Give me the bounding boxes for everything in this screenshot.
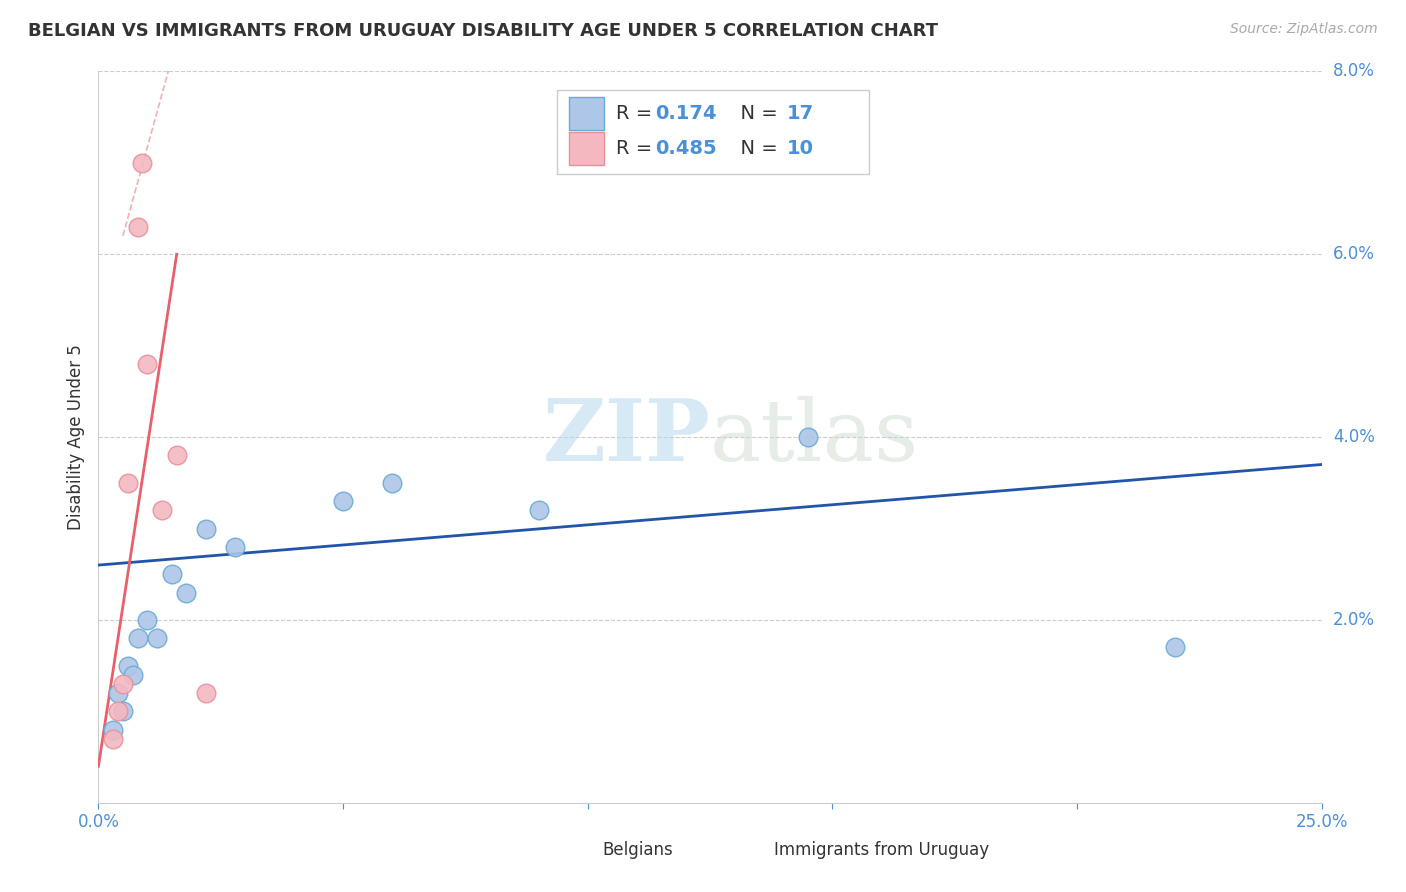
Text: 17: 17 bbox=[787, 103, 814, 122]
FancyBboxPatch shape bbox=[734, 838, 765, 863]
Point bbox=[332, 494, 354, 508]
Text: R =: R = bbox=[616, 138, 658, 158]
Point bbox=[127, 219, 149, 234]
Text: R =: R = bbox=[616, 103, 658, 122]
Point bbox=[101, 731, 124, 746]
Point bbox=[111, 705, 134, 719]
Text: N =: N = bbox=[728, 138, 785, 158]
Point bbox=[107, 686, 129, 700]
Point bbox=[136, 357, 159, 371]
Text: N =: N = bbox=[728, 103, 785, 122]
Point bbox=[176, 585, 198, 599]
Point bbox=[381, 475, 404, 490]
Text: 8.0%: 8.0% bbox=[1333, 62, 1375, 80]
Text: 10: 10 bbox=[787, 138, 814, 158]
Text: 6.0%: 6.0% bbox=[1333, 245, 1375, 263]
Point bbox=[166, 449, 188, 463]
Text: ZIP: ZIP bbox=[543, 395, 710, 479]
Text: 4.0%: 4.0% bbox=[1333, 428, 1375, 446]
Point bbox=[146, 632, 169, 646]
Y-axis label: Disability Age Under 5: Disability Age Under 5 bbox=[66, 344, 84, 530]
Point bbox=[160, 567, 183, 582]
Point bbox=[527, 503, 550, 517]
Text: 2.0%: 2.0% bbox=[1333, 611, 1375, 629]
FancyBboxPatch shape bbox=[564, 838, 593, 863]
Point bbox=[101, 723, 124, 737]
Text: Source: ZipAtlas.com: Source: ZipAtlas.com bbox=[1230, 22, 1378, 37]
Text: atlas: atlas bbox=[710, 395, 920, 479]
Point bbox=[107, 705, 129, 719]
Point bbox=[1164, 640, 1187, 655]
FancyBboxPatch shape bbox=[557, 90, 869, 174]
Point bbox=[111, 677, 134, 691]
Text: Immigrants from Uruguay: Immigrants from Uruguay bbox=[773, 841, 988, 859]
Point bbox=[797, 430, 820, 444]
Point bbox=[136, 613, 159, 627]
Point bbox=[131, 155, 153, 169]
Point bbox=[117, 475, 139, 490]
FancyBboxPatch shape bbox=[569, 96, 603, 129]
Text: BELGIAN VS IMMIGRANTS FROM URUGUAY DISABILITY AGE UNDER 5 CORRELATION CHART: BELGIAN VS IMMIGRANTS FROM URUGUAY DISAB… bbox=[28, 22, 938, 40]
Point bbox=[117, 658, 139, 673]
Point bbox=[150, 503, 173, 517]
FancyBboxPatch shape bbox=[569, 132, 603, 165]
Point bbox=[224, 540, 246, 554]
Text: Belgians: Belgians bbox=[602, 841, 673, 859]
Point bbox=[195, 686, 218, 700]
Point bbox=[127, 632, 149, 646]
Point bbox=[121, 667, 143, 681]
Text: 0.174: 0.174 bbox=[655, 103, 717, 122]
Text: 0.485: 0.485 bbox=[655, 138, 717, 158]
Point bbox=[195, 521, 218, 535]
